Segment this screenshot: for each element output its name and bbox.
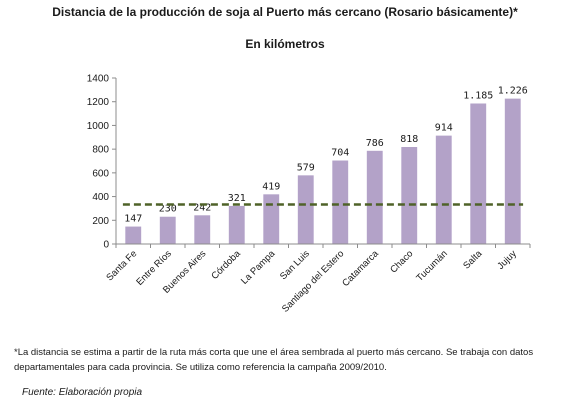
bar [401,147,418,244]
bar [159,216,176,244]
category-label: Catamarca [340,248,381,289]
bar-value-label: 1.226 [498,86,528,97]
footnote-line-1: *La distancia se estima a partir de la r… [14,347,534,358]
chart-title: Distancia de la producción de soja al Pu… [52,5,518,19]
category-label: Chaco [388,248,415,275]
bar [194,215,211,244]
bar-value-label: 147 [124,214,142,225]
category-label: Santiago del Estero [280,248,346,314]
bar-value-label: 579 [297,162,315,173]
y-tick-label: 1400 [87,74,110,85]
category-label: La Pampa [239,248,278,287]
y-tick-label: 0 [103,240,109,251]
category-label: Jujuy [495,248,519,272]
source-note: Fuente: Elaboración propia [22,387,143,398]
y-tick-label: 600 [92,168,109,179]
bar [297,175,314,244]
bar [332,160,349,244]
bar [504,98,521,244]
footnote: *La distancia se estima a partir de la r… [14,345,559,375]
bar-value-label: 704 [331,148,349,159]
chart-subtitle: En kilómetros [245,37,325,51]
y-tick-label: 200 [92,216,109,227]
bar-value-label: 786 [366,138,384,149]
y-tick-label: 400 [92,192,109,203]
bar-value-label: 1.185 [463,90,493,101]
bar [366,150,383,244]
bar [228,205,245,244]
bar-value-label: 230 [159,204,177,215]
bar [125,226,142,244]
bar-value-label: 242 [193,202,211,213]
bar-value-label: 914 [435,123,453,134]
y-tick-label: 800 [92,145,109,156]
bar [435,135,452,244]
y-tick-label: 1000 [87,121,110,132]
footnote-line-2: departamentales para cada provincia. Se … [14,362,387,373]
y-tick-label: 1200 [87,97,110,108]
category-label: Santa Fe [104,248,139,283]
bar [263,194,280,244]
category-label: Tucumán [414,248,450,284]
bar [470,103,487,244]
category-label: Salta [461,248,485,272]
category-label: Córdoba [209,248,243,282]
bar-value-label: 419 [262,181,280,192]
category-label: San Luis [278,248,312,282]
bar-value-label: 321 [228,193,246,204]
bar-value-label: 818 [400,134,418,145]
